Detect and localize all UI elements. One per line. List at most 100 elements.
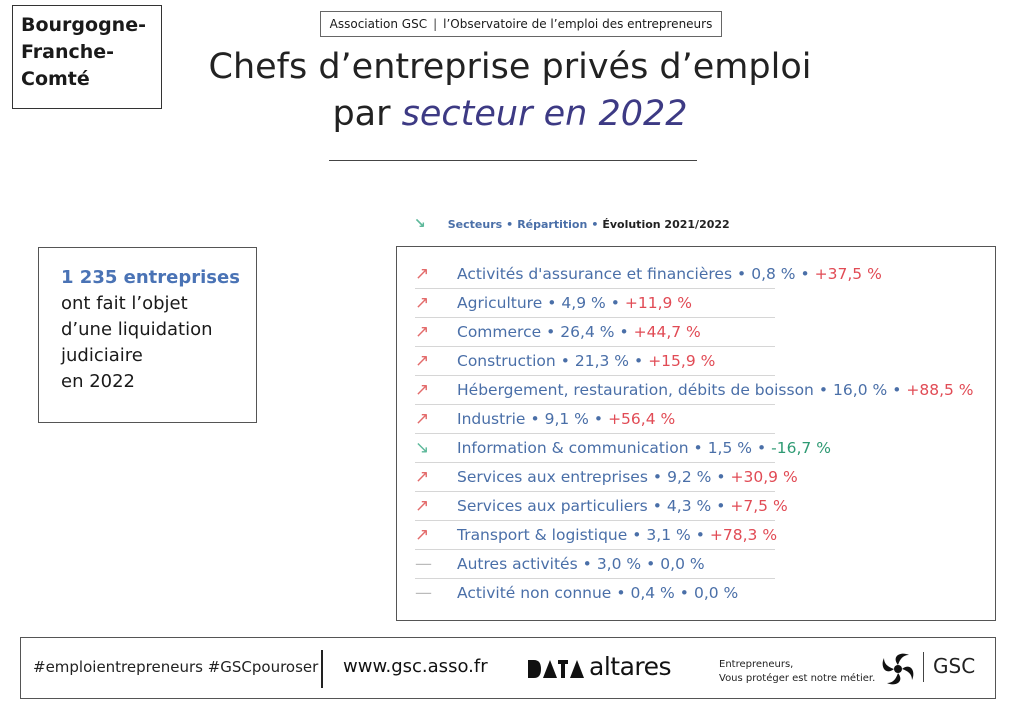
bullet: • <box>679 584 689 602</box>
sector-row: ↗ Industrie • 9,1 % • +56,4 % <box>415 405 675 433</box>
row-separator <box>415 317 775 318</box>
title-line-1: Chefs d’entreprise privés d’emploi <box>208 47 812 87</box>
gsc-divider <box>923 652 924 682</box>
sector-evolution: +30,9 % <box>730 468 798 486</box>
hashtags: #emploientrepreneurs #GSCpouroser <box>33 658 319 676</box>
trend-flat-icon: — <box>415 554 432 574</box>
sector-evolution: 0,0 % <box>693 584 739 602</box>
association-banner: Association GSC | l’Observatoire de l’em… <box>320 11 722 37</box>
trend-up-icon: ↗ <box>415 496 430 516</box>
bullet: • <box>818 381 829 399</box>
data-logo-icon <box>528 660 584 678</box>
title-divider <box>329 160 697 161</box>
legend-sectors: Secteurs <box>447 217 503 231</box>
trend-up-icon: ↗ <box>415 351 430 371</box>
sector-share: 9,2 % <box>667 468 712 486</box>
title-accent: secteur en 2022 <box>401 94 688 134</box>
bullet: • <box>757 439 767 457</box>
sector-row: ↗ Services aux particuliers • 4,3 % • +7,5 % <box>415 492 788 520</box>
sector-name: Activité non connue <box>457 584 612 602</box>
bullet: • <box>616 584 626 602</box>
bullet: • <box>560 352 570 370</box>
sector-share: 4,3 % <box>666 497 712 515</box>
bullet: • <box>547 294 557 312</box>
sector-evolution: 0,0 % <box>660 555 705 573</box>
website-link[interactable]: www.gsc.asso.fr <box>343 656 488 677</box>
region-box: Bourgogne- Franche- Comté <box>12 5 162 109</box>
trend-flat-icon: — <box>415 583 432 603</box>
bullet: • <box>634 352 644 370</box>
liquidation-line: judiciaire <box>61 345 143 366</box>
row-separator <box>415 462 775 463</box>
sector-share: 9,1 % <box>544 410 589 428</box>
sector-share: 1,5 % <box>707 439 752 457</box>
sector-share: 4,9 % <box>561 294 606 312</box>
sector-row: — Activité non connue • 0,4 % • 0,0 % <box>415 579 738 607</box>
row-separator <box>415 491 775 492</box>
liquidation-line: ont fait l’objet <box>61 293 188 314</box>
bullet: • <box>632 526 642 544</box>
row-separator <box>415 404 775 405</box>
bullet: • <box>593 410 604 428</box>
sector-name: Transport & logistique <box>457 526 628 544</box>
sector-evolution: +7,5 % <box>730 497 788 515</box>
trend-arrow-icon: ↘ <box>414 216 426 232</box>
sector-row: — Autres activités • 3,0 % • 0,0 % <box>415 550 705 578</box>
bullet: • <box>530 410 540 428</box>
row-separator <box>415 375 775 376</box>
sector-name: Construction <box>457 352 556 370</box>
legend-dot: • <box>506 217 514 231</box>
sector-name: Activités d'assurance et financières <box>457 265 733 283</box>
region-line-2: Franche- <box>21 41 115 63</box>
sector-evolution: +44,7 % <box>633 323 701 341</box>
trend-up-icon: ↗ <box>415 264 430 284</box>
row-separator <box>415 346 775 347</box>
association-subtitle: l’Observatoire de l’emploi des entrepren… <box>443 17 713 31</box>
bullet: • <box>619 323 629 341</box>
tagline-line: Entrepreneurs, <box>719 659 794 670</box>
sector-row: ↗ Commerce • 26,4 % • +44,7 % <box>415 318 701 346</box>
gsc-tagline: Entrepreneurs, Vous protéger est notre m… <box>719 658 875 686</box>
sector-row: ↗ Transport & logistique • 3,1 % • +78,3 % <box>415 521 777 549</box>
sector-share: 26,4 % <box>560 323 615 341</box>
footer: #emploientrepreneurs #GSCpouroser www.gs… <box>20 637 996 699</box>
row-separator <box>415 433 775 434</box>
bullet: • <box>652 497 662 515</box>
sector-share: 16,0 % <box>833 381 888 399</box>
sector-row: ↘ Information & communication • 1,5 % • -16,7… <box>415 434 831 462</box>
liquidation-count: 1 235 entreprises <box>61 267 240 288</box>
sector-share: 3,1 % <box>646 526 691 544</box>
sector-row: ↗ Agriculture • 4,9 % • +11,9 % <box>415 289 692 317</box>
bullet: • <box>582 555 592 573</box>
sector-row: ↗ Hébergement, restauration, débits de bo… <box>415 376 974 404</box>
sector-evolution: +15,9 % <box>648 352 716 370</box>
sector-name: Services aux particuliers <box>457 497 648 515</box>
bullet: • <box>737 265 747 283</box>
bullet: • <box>693 439 703 457</box>
sector-evolution: +78,3 % <box>709 526 778 544</box>
sector-share: 0,4 % <box>630 584 675 602</box>
sector-share: 21,3 % <box>574 352 630 370</box>
bullet: • <box>646 555 656 573</box>
sector-row: ↗ Construction • 21,3 % • +15,9 % <box>415 347 715 375</box>
sector-name: Agriculture <box>457 294 543 312</box>
bullet: • <box>716 468 726 486</box>
sector-share: 3,0 % <box>596 555 642 573</box>
liquidation-line: en 2022 <box>61 371 136 392</box>
footer-divider <box>321 650 323 688</box>
row-separator <box>415 549 775 550</box>
region-line-3: Comté <box>21 68 90 90</box>
sector-evolution: -16,7 % <box>771 439 831 457</box>
trend-up-icon: ↗ <box>415 322 430 342</box>
bullet: • <box>892 381 902 399</box>
liquidation-line: d’une liquidation <box>61 319 213 340</box>
altares-logo: altares <box>589 652 672 681</box>
sectors-table: ↗ Activités d'assurance et financières • 0,… <box>396 246 996 621</box>
legend-dot: • <box>591 217 599 231</box>
bullet: • <box>610 294 620 312</box>
bullet: • <box>695 526 705 544</box>
trend-up-icon: ↗ <box>415 380 430 400</box>
sector-name: Autres activités <box>457 555 578 573</box>
sector-name: Information & communication <box>457 439 689 457</box>
trend-down-icon: ↘ <box>415 438 430 458</box>
